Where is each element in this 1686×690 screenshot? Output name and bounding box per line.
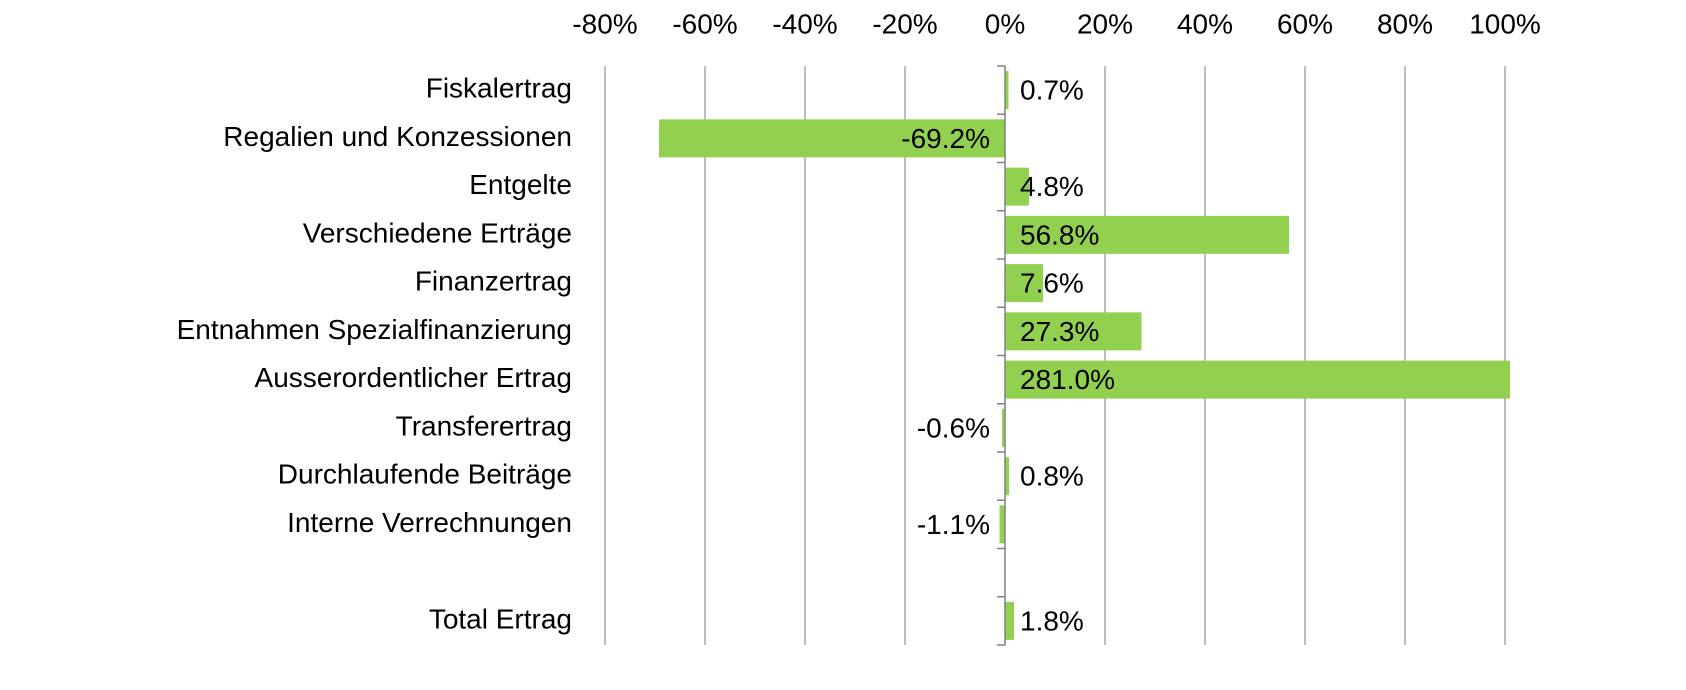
bar (1005, 360, 1510, 399)
x-tick-label: -20% (872, 8, 937, 39)
x-tick-label: 60% (1277, 8, 1333, 39)
category-label: Finanzertrag (415, 266, 572, 297)
x-tick-label: 100% (1469, 8, 1541, 39)
bar (1005, 71, 1009, 110)
bar (1005, 601, 1014, 640)
x-tick-label: 20% (1077, 8, 1133, 39)
bar (659, 119, 1005, 158)
category-label: Ausserordentlicher Ertrag (255, 362, 572, 393)
category-label: Entgelte (469, 169, 572, 200)
category-label: Total Ertrag (429, 603, 572, 634)
category-label: Fiskalertrag (426, 73, 572, 104)
x-tick-label: -80% (572, 8, 637, 39)
category-label: Regalien und Konzessionen (223, 121, 572, 152)
bar (1005, 312, 1142, 351)
data-label: 1.8% (1020, 605, 1084, 636)
data-label: 4.8% (1020, 171, 1084, 202)
x-tick-label: -60% (672, 8, 737, 39)
bar (1005, 457, 1009, 496)
x-tick-label: 0% (985, 8, 1025, 39)
data-label: -0.6% (917, 412, 990, 443)
category-label: Transferertrag (396, 410, 572, 441)
category-label: Verschiedene Erträge (303, 217, 572, 248)
x-tick-label: 40% (1177, 8, 1233, 39)
data-label: 27.3% (1020, 316, 1099, 347)
category-label: Durchlaufende Beiträge (278, 459, 572, 490)
bar (1005, 167, 1029, 206)
bar (1002, 408, 1005, 447)
data-label: -1.1% (917, 509, 990, 540)
data-label: 0.8% (1020, 461, 1084, 492)
x-tick-label: 80% (1377, 8, 1433, 39)
category-label: Interne Verrechnungen (287, 507, 572, 538)
x-tick-label: -40% (772, 8, 837, 39)
bar (999, 505, 1005, 544)
data-label: 281.0% (1020, 364, 1115, 395)
category-label: Entnahmen Spezialfinanzierung (177, 314, 572, 345)
data-label: 0.7% (1020, 75, 1084, 106)
data-label: 56.8% (1020, 219, 1099, 250)
bar (1005, 264, 1043, 303)
bar (1005, 215, 1289, 254)
data-label: -69.2% (901, 123, 990, 154)
data-label: 7.6% (1020, 268, 1084, 299)
